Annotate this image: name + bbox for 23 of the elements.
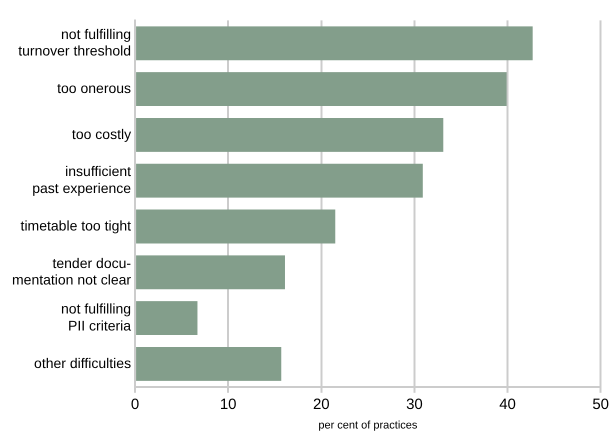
bar bbox=[136, 301, 198, 336]
x-tick-label: 30 bbox=[406, 396, 423, 413]
x-axis-title: per cent of practices bbox=[318, 419, 418, 432]
x-tick-label: 10 bbox=[220, 396, 237, 413]
bar bbox=[136, 210, 336, 244]
y-tick-label: timetable too tight bbox=[20, 217, 132, 234]
y-tick-label: not fulfilling PII criteria bbox=[61, 300, 132, 334]
bar bbox=[136, 255, 285, 290]
x-tick-label: 20 bbox=[312, 396, 330, 413]
bar bbox=[136, 346, 282, 381]
y-tick-label: too costly bbox=[72, 126, 132, 142]
y-tick-label: too onerous bbox=[57, 80, 132, 96]
x-tick-label: 0 bbox=[130, 396, 140, 413]
y-tick-label: not fulfilling turnover threshold bbox=[18, 26, 132, 59]
bar bbox=[136, 164, 423, 198]
bar bbox=[136, 26, 533, 60]
y-tick-label: other difficulties bbox=[34, 354, 132, 371]
bar bbox=[136, 118, 444, 152]
y-tick-label: tender docu- mentation not clear bbox=[12, 254, 132, 288]
y-tick-label: insufficient past experience bbox=[32, 163, 132, 196]
x-tick-label: 50 bbox=[592, 396, 609, 413]
bar bbox=[136, 72, 507, 106]
x-tick-label: 40 bbox=[499, 396, 516, 413]
